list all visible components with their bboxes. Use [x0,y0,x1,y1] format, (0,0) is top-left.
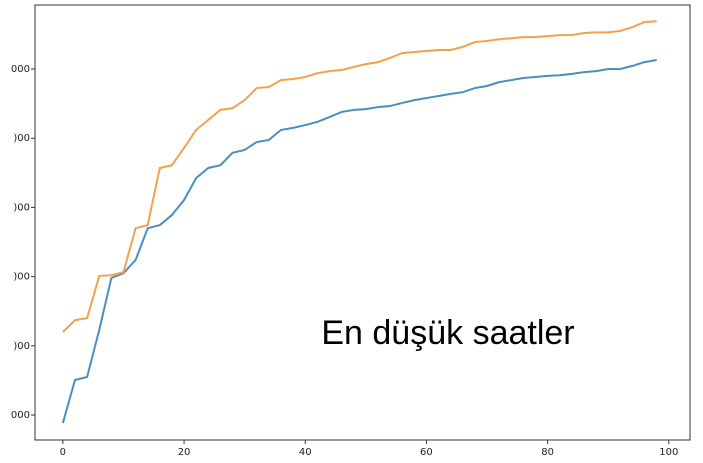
annotation: En düşük saatler [321,314,574,352]
y-tick-label: )00 [13,341,30,352]
y-tick-label: )00 [13,202,30,213]
x-tick-label: 40 [299,447,312,458]
y-tick-label: 000 [11,64,30,75]
x-tick-label: 0 [60,447,66,458]
x-tick-label: 60 [420,447,433,458]
y-tick-label: )00 [13,133,30,144]
x-tick-label: 80 [541,447,554,458]
line-series [61,59,657,424]
y-tick-label: 000 [11,410,30,421]
x-tick-label: 20 [178,447,191,458]
y-tick-label: )00 [13,272,30,283]
x-tick-label: 100 [659,447,678,458]
line-series [62,20,657,333]
plot-frame [34,4,691,441]
